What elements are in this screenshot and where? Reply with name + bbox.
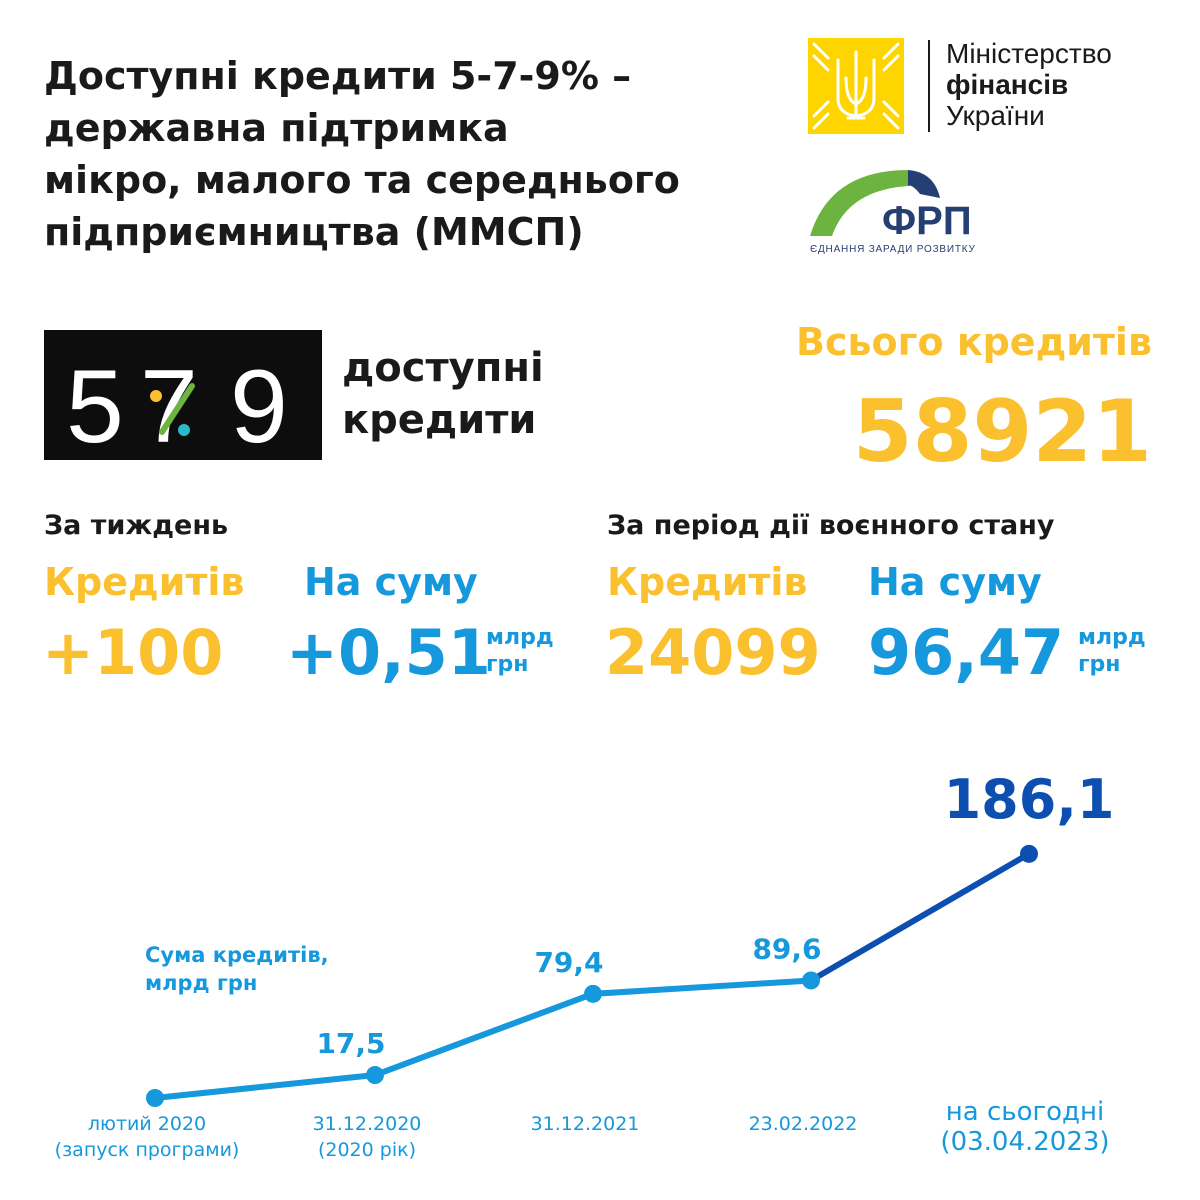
chart-title-line-2: млрд грн: [145, 971, 257, 995]
data-point: [584, 984, 602, 1003]
wartime-unit-line-2: грн: [1078, 652, 1121, 677]
title-line-4: підприємництва (ММСП): [44, 210, 584, 254]
wartime-count-value: 24099: [605, 616, 821, 689]
total-loans-value: 58921: [852, 382, 1152, 482]
ministry-name-line-2: фінансів: [946, 69, 1069, 100]
weekly-count-value: +100: [42, 616, 224, 689]
data-point: [146, 1089, 164, 1107]
weekly-sum-unit: млрд грн: [486, 624, 554, 678]
ministry-logo: Міністерство фінансів України: [808, 38, 1168, 134]
x-tick-label: 31.12.2020: [313, 1113, 422, 1135]
data-point: [366, 1066, 384, 1085]
x-tick-label: (2020 рік): [318, 1139, 416, 1161]
ministry-name-line-3: України: [946, 100, 1045, 131]
program-label-line-2: кредити: [342, 397, 537, 443]
ministry-name-line-1: Міністерство: [946, 38, 1112, 69]
frp-logo: ФРП ЄДНАННЯ ЗАРАДИ РОЗВИТКУ: [808, 168, 1008, 260]
wartime-sum-unit: млрд грн: [1078, 624, 1146, 678]
chart-title-line-1: Сума кредитів,: [145, 943, 329, 967]
wartime-sum-value: 96,47: [868, 616, 1065, 689]
program-label-line-1: доступні: [342, 345, 544, 391]
program-579-mark: 5 7 9: [66, 349, 288, 465]
program-579-badge: 5 7 9: [44, 330, 322, 465]
x-tick-label: на сьогодні: [946, 1097, 1105, 1127]
weekly-unit-line-2: грн: [486, 652, 529, 677]
total-loans-label: Всього кредитів: [796, 320, 1152, 364]
weekly-unit-line-1: млрд: [486, 625, 554, 650]
loan-sum-line-chart: Сума кредитів, млрд грн 17,5 79,4 89,6 186,…: [55, 768, 1115, 1161]
title-line-1: Доступні кредити 5-7-9% –: [44, 54, 632, 98]
x-tick-label: 31.12.2021: [531, 1113, 640, 1135]
data-label: 89,6: [752, 932, 821, 965]
ministry-name: Міністерство фінансів України: [946, 38, 1112, 131]
title-line-2: державна підтримка: [44, 106, 509, 150]
badge-digit-9: 9: [230, 349, 288, 460]
weekly-count-label: Кредитів: [44, 560, 245, 604]
x-tick-label: лютий 2020: [88, 1113, 206, 1135]
frp-arch-icon: ФРП: [810, 170, 972, 243]
data-point: [802, 971, 820, 990]
trident-emblem-icon: [808, 38, 904, 134]
wartime-unit-line-1: млрд: [1078, 625, 1146, 650]
data-label: 79,4: [534, 946, 603, 979]
program-label: доступні кредити: [342, 342, 544, 446]
series-line-segment: [372, 990, 596, 1079]
weekly-sum-value: +0,51: [286, 616, 491, 689]
wartime-heading: За період дії воєнного стану: [607, 510, 1055, 541]
x-tick-label: 23.02.2022: [749, 1113, 858, 1135]
wartime-count-label: Кредитів: [607, 560, 808, 604]
x-tick-label: (03.04.2023): [940, 1127, 1109, 1157]
title-line-3: мікро, малого та середнього: [44, 158, 680, 202]
series-line-segment: [808, 850, 1032, 984]
data-point: [1020, 844, 1038, 863]
series-line-segment: [152, 1072, 378, 1101]
logo-divider: [928, 40, 930, 132]
badge-dot-yellow: [150, 390, 162, 402]
weekly-heading: За тиждень: [44, 510, 229, 541]
badge-dot-teal: [178, 424, 190, 436]
series-line-segment: [590, 977, 814, 997]
page-title: Доступні кредити 5-7-9% – державна підтр…: [44, 50, 744, 258]
frp-tagline: ЄДНАННЯ ЗАРАДИ РОЗВИТКУ: [810, 244, 976, 255]
wartime-sum-label: На суму: [868, 560, 1042, 604]
data-label: 186,1: [944, 768, 1115, 831]
badge-digit-7: 7: [140, 349, 198, 460]
x-tick-label: (запуск програми): [55, 1139, 240, 1161]
frp-name: ФРП: [882, 199, 972, 243]
data-label: 17,5: [316, 1027, 385, 1060]
badge-digit-5: 5: [66, 349, 124, 460]
weekly-sum-label: На суму: [304, 560, 478, 604]
badge-slash: [159, 383, 195, 435]
